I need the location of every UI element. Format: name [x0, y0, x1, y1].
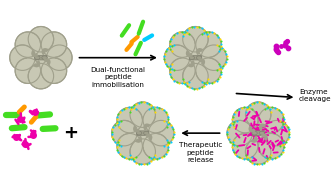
Ellipse shape [189, 56, 195, 60]
Circle shape [41, 58, 67, 84]
Circle shape [143, 107, 168, 133]
Circle shape [10, 45, 35, 70]
Circle shape [196, 32, 221, 57]
Circle shape [259, 133, 284, 159]
FancyBboxPatch shape [252, 131, 264, 135]
FancyBboxPatch shape [137, 131, 149, 135]
Ellipse shape [42, 56, 47, 60]
FancyBboxPatch shape [35, 55, 47, 60]
Circle shape [28, 26, 54, 52]
Circle shape [170, 58, 195, 84]
Circle shape [264, 120, 289, 146]
Circle shape [47, 45, 72, 70]
Circle shape [164, 45, 190, 70]
Ellipse shape [196, 56, 202, 60]
Circle shape [130, 102, 156, 127]
Text: Dual-functional
peptide
immobilisation: Dual-functional peptide immobilisation [91, 67, 146, 88]
Circle shape [15, 58, 41, 84]
Circle shape [117, 107, 142, 133]
Circle shape [232, 133, 258, 159]
Circle shape [246, 139, 271, 164]
Circle shape [117, 133, 142, 159]
Ellipse shape [34, 56, 40, 60]
Circle shape [112, 120, 137, 146]
Ellipse shape [252, 131, 257, 135]
Circle shape [41, 32, 67, 57]
Circle shape [170, 32, 195, 57]
Circle shape [183, 26, 208, 52]
Circle shape [27, 44, 55, 72]
Text: Enzyme
cleavage: Enzyme cleavage [299, 89, 331, 102]
Circle shape [183, 64, 208, 89]
Circle shape [15, 32, 41, 57]
Ellipse shape [144, 131, 149, 135]
Circle shape [130, 139, 156, 164]
FancyBboxPatch shape [190, 55, 201, 60]
Circle shape [129, 119, 157, 147]
Text: Therapeutic
peptide
release: Therapeutic peptide release [179, 142, 222, 163]
Ellipse shape [136, 131, 142, 135]
Text: +: + [64, 124, 78, 142]
Circle shape [143, 133, 168, 159]
Circle shape [28, 64, 54, 89]
Circle shape [148, 120, 174, 146]
Circle shape [259, 107, 284, 133]
Ellipse shape [259, 131, 264, 135]
Circle shape [201, 45, 227, 70]
Circle shape [181, 44, 209, 72]
Circle shape [246, 102, 271, 127]
Circle shape [232, 107, 258, 133]
Circle shape [196, 58, 221, 84]
Circle shape [244, 119, 272, 147]
Circle shape [227, 120, 253, 146]
